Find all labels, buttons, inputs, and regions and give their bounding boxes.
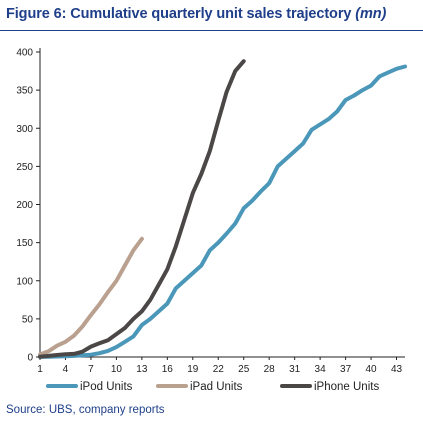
x-tick-label: 7	[88, 364, 94, 375]
x-tick-label: 37	[340, 364, 352, 375]
x-tick-label: 25	[238, 364, 250, 375]
x-tick-label: 22	[213, 364, 225, 375]
y-tick-label: 100	[16, 276, 33, 287]
series-line-ipod-units	[38, 64, 407, 359]
y-axis-tick-labels: 0 50 100 150 200 250 300 350 400	[16, 48, 33, 364]
figure-title: Figure 6: Cumulative quarterly unit sale…	[6, 6, 386, 22]
source-note: Source: UBS, company reports	[6, 404, 165, 416]
chart-legend: iPod Units iPad Units iPhone Units	[46, 381, 379, 393]
legend-label-ipad-units: iPad Units	[190, 381, 243, 393]
series-line-iphone-units	[38, 59, 246, 359]
x-tick-label: 13	[136, 364, 148, 375]
x-tick-label: 34	[315, 364, 327, 375]
y-tick-label: 50	[22, 314, 34, 325]
x-tick-label: 1	[37, 364, 43, 375]
y-tick-label: 400	[16, 48, 33, 59]
figure-title-units: (mn)	[355, 6, 387, 22]
figure-title-text: Figure 6: Cumulative quarterly unit sale…	[6, 6, 352, 22]
series-lines	[38, 59, 407, 359]
chart-axes	[36, 48, 405, 360]
line-chart: 0 50 100 150 200 250 300 350 400 1 4 7 10 13 16 19 22 25…	[16, 48, 407, 393]
x-tick-label: 16	[162, 364, 174, 375]
y-tick-label: 300	[16, 124, 33, 135]
legend-label-ipod-units: iPod Units	[80, 381, 133, 393]
y-tick-label: 150	[16, 238, 33, 249]
x-tick-label: 28	[264, 364, 276, 375]
x-tick-label: 4	[63, 364, 69, 375]
x-tick-label: 19	[187, 364, 199, 375]
title-divider	[0, 30, 423, 31]
y-tick-label: 0	[27, 353, 33, 364]
legend-label-iphone-units: iPhone Units	[314, 381, 379, 393]
y-tick-label: 350	[16, 86, 33, 97]
series-line-ipad-units	[38, 236, 144, 357]
y-tick-label: 200	[16, 200, 33, 211]
y-tick-label: 250	[16, 162, 33, 173]
x-tick-label: 10	[111, 364, 123, 375]
x-tick-label: 40	[365, 364, 377, 375]
x-tick-label: 43	[391, 364, 403, 375]
x-axis-tick-labels: 1 4 7 10 13 16 19 22 25 28 31 34 37 40 43	[37, 364, 402, 375]
x-tick-label: 31	[289, 364, 301, 375]
